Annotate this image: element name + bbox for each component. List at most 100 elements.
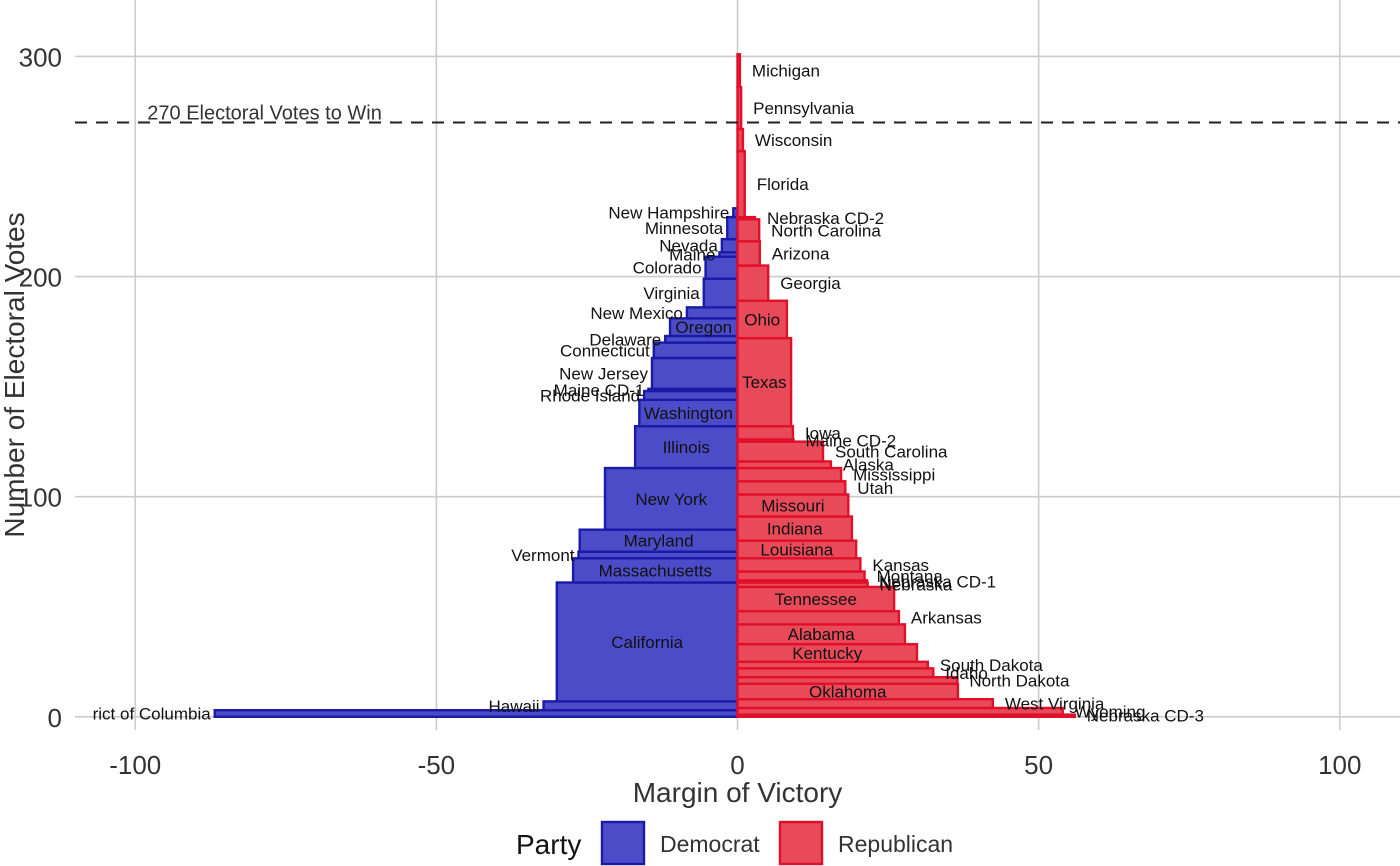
- legend: Party Democrat Republican: [516, 820, 953, 866]
- bar-florida: [736, 149, 746, 219]
- bar-iowa: [736, 425, 795, 441]
- bar-label-north-dakota: North Dakota: [969, 671, 1070, 690]
- bar-utah: [736, 480, 847, 496]
- bar-connecticut: [652, 341, 739, 360]
- bar-label-south-dakota: South Dakota: [940, 656, 1044, 675]
- bar-label-delaware: Delaware: [589, 330, 661, 349]
- bar-virginia: [702, 277, 739, 309]
- y-tick-label: 200: [19, 263, 62, 293]
- bar-label-utah: Utah: [857, 479, 893, 498]
- x-tick-label: -50: [418, 750, 456, 780]
- bar-label-louisiana: Louisiana: [760, 540, 833, 559]
- bar-label-alabama: Alabama: [788, 625, 856, 644]
- y-tick-label: 300: [19, 42, 62, 72]
- legend-key-republican: [778, 820, 824, 866]
- bar-texas: [736, 336, 793, 428]
- bar-new-mexico: [685, 306, 739, 320]
- bar-wisconsin: [736, 127, 745, 153]
- bar-label-rhode-island: Rhode Island: [540, 386, 640, 405]
- legend-title: Party: [516, 829, 581, 860]
- bar-label-georgia: Georgia: [780, 274, 841, 293]
- bar-label-florida: Florida: [757, 175, 810, 194]
- axes: -100 -50 0 50 100 0 100 200 300: [19, 42, 1362, 780]
- bar-label-new-hampshire: New Hampshire: [608, 204, 729, 223]
- bar-label-wyoming: Wyoming: [1075, 702, 1146, 721]
- bar-label-arizona: Arizona: [772, 244, 830, 263]
- bar-rhode-island: [642, 389, 739, 402]
- bar-label-virginia: Virginia: [643, 284, 700, 303]
- bar-label-oregon: Oregon: [675, 318, 732, 337]
- bar-label-nebraska: Nebraska: [880, 576, 953, 595]
- y-tick-label: 100: [19, 483, 62, 513]
- bar-label-south-carolina: South Carolina: [835, 443, 948, 462]
- x-tick-label: 50: [1024, 750, 1053, 780]
- bar-label-wisconsin: Wisconsin: [755, 131, 832, 150]
- bar-label-nebraska-cd-1: Nebraska CD-1: [879, 572, 996, 591]
- bar-label-maine: Maine: [669, 246, 715, 265]
- bar-labels: rict of Columbia Hawaii California Massachu…: [93, 62, 1204, 726]
- bar-label-iowa: Iowa: [805, 424, 841, 443]
- bar-label-idaho: Idaho: [945, 664, 988, 683]
- legend-key-democrat: [600, 820, 646, 866]
- x-tick-label: -100: [109, 750, 161, 780]
- bar-label-montana: Montana: [877, 567, 944, 586]
- bar-label-maryland: Maryland: [624, 532, 694, 551]
- bar-pennsylvania: [736, 86, 743, 131]
- bar-montana: [736, 570, 866, 582]
- bar-label-new-mexico: New Mexico: [590, 304, 683, 323]
- bar-label-michigan: Michigan: [752, 62, 820, 81]
- bar-label-arkansas: Arkansas: [911, 609, 982, 628]
- bar-arizona: [736, 240, 761, 267]
- bar-label-kansas: Kansas: [872, 556, 929, 575]
- bar-california: [555, 581, 739, 703]
- bar-label-pennsylvania: Pennsylvania: [753, 99, 855, 118]
- bar-label-ohio: Ohio: [744, 310, 780, 329]
- bar-label-hawaii: Hawaii: [489, 697, 540, 716]
- legend-label-republican: Republican: [838, 831, 953, 857]
- bar-label-california: California: [611, 633, 683, 652]
- y-tick-label: 0: [48, 703, 62, 733]
- bar-georgia: [736, 264, 770, 302]
- bar-label-alaska: Alaska: [843, 456, 895, 475]
- bar-label-colorado: Colorado: [633, 259, 702, 278]
- bar-label-mississippi: Mississippi: [853, 466, 935, 485]
- bar-label-new-jersey: New Jersey: [559, 364, 648, 383]
- bar-mississippi: [736, 466, 843, 483]
- threshold: 270 Electoral Votes to Win: [75, 102, 1400, 124]
- bar-michigan: [736, 53, 742, 89]
- bar-label-west-virginia: West Virginia: [1005, 695, 1105, 714]
- bar-label-massachusetts: Massachusetts: [599, 561, 712, 580]
- bar-label-minnesota: Minnesota: [645, 219, 724, 238]
- bar-idaho: [736, 667, 935, 679]
- bar-label-connecticut: Connecticut: [560, 341, 650, 360]
- bar-label-nebraska-cd-3: Nebraska CD-3: [1087, 707, 1204, 726]
- bar-label-indiana: Indiana: [767, 520, 823, 539]
- bar-label-nebraska-cd-2: Nebraska CD-2: [767, 209, 884, 228]
- bar-label-north-carolina: North Carolina: [771, 221, 881, 240]
- x-axis-title: Margin of Victory: [633, 777, 843, 808]
- bar-new-jersey: [650, 356, 739, 391]
- legend-label-democrat: Democrat: [660, 831, 760, 857]
- bar-label-washington: Washington: [644, 404, 733, 423]
- bar-label-oklahoma: Oklahoma: [809, 682, 887, 701]
- bar-label-new-york: New York: [635, 490, 707, 509]
- bar-north-carolina: [736, 218, 761, 243]
- bar-label-kentucky: Kentucky: [792, 644, 862, 663]
- x-tick-label: 0: [730, 750, 744, 780]
- bar-arkansas: [736, 609, 901, 626]
- y-axis-title: Number of Electoral Votes: [0, 212, 30, 537]
- bar-label-texas: Texas: [742, 373, 786, 392]
- x-tick-label: 100: [1318, 750, 1361, 780]
- bar-label-nevada: Nevada: [659, 237, 718, 256]
- bar-kansas: [736, 557, 862, 573]
- bar-label-maine-cd-1: Maine CD-1: [554, 381, 645, 400]
- bars: [213, 53, 1076, 718]
- bar-label-illinois: Illinois: [663, 438, 710, 457]
- threshold-label: 270 Electoral Votes to Win: [147, 102, 382, 124]
- bar-label-vermont: Vermont: [511, 546, 575, 565]
- bar-tennessee: [736, 585, 896, 613]
- bar-hawaii: [542, 700, 739, 712]
- bar-label-district-of-columbia: rict of Columbia: [93, 704, 212, 723]
- bar-label-maine-cd-2: Maine CD-2: [806, 432, 897, 451]
